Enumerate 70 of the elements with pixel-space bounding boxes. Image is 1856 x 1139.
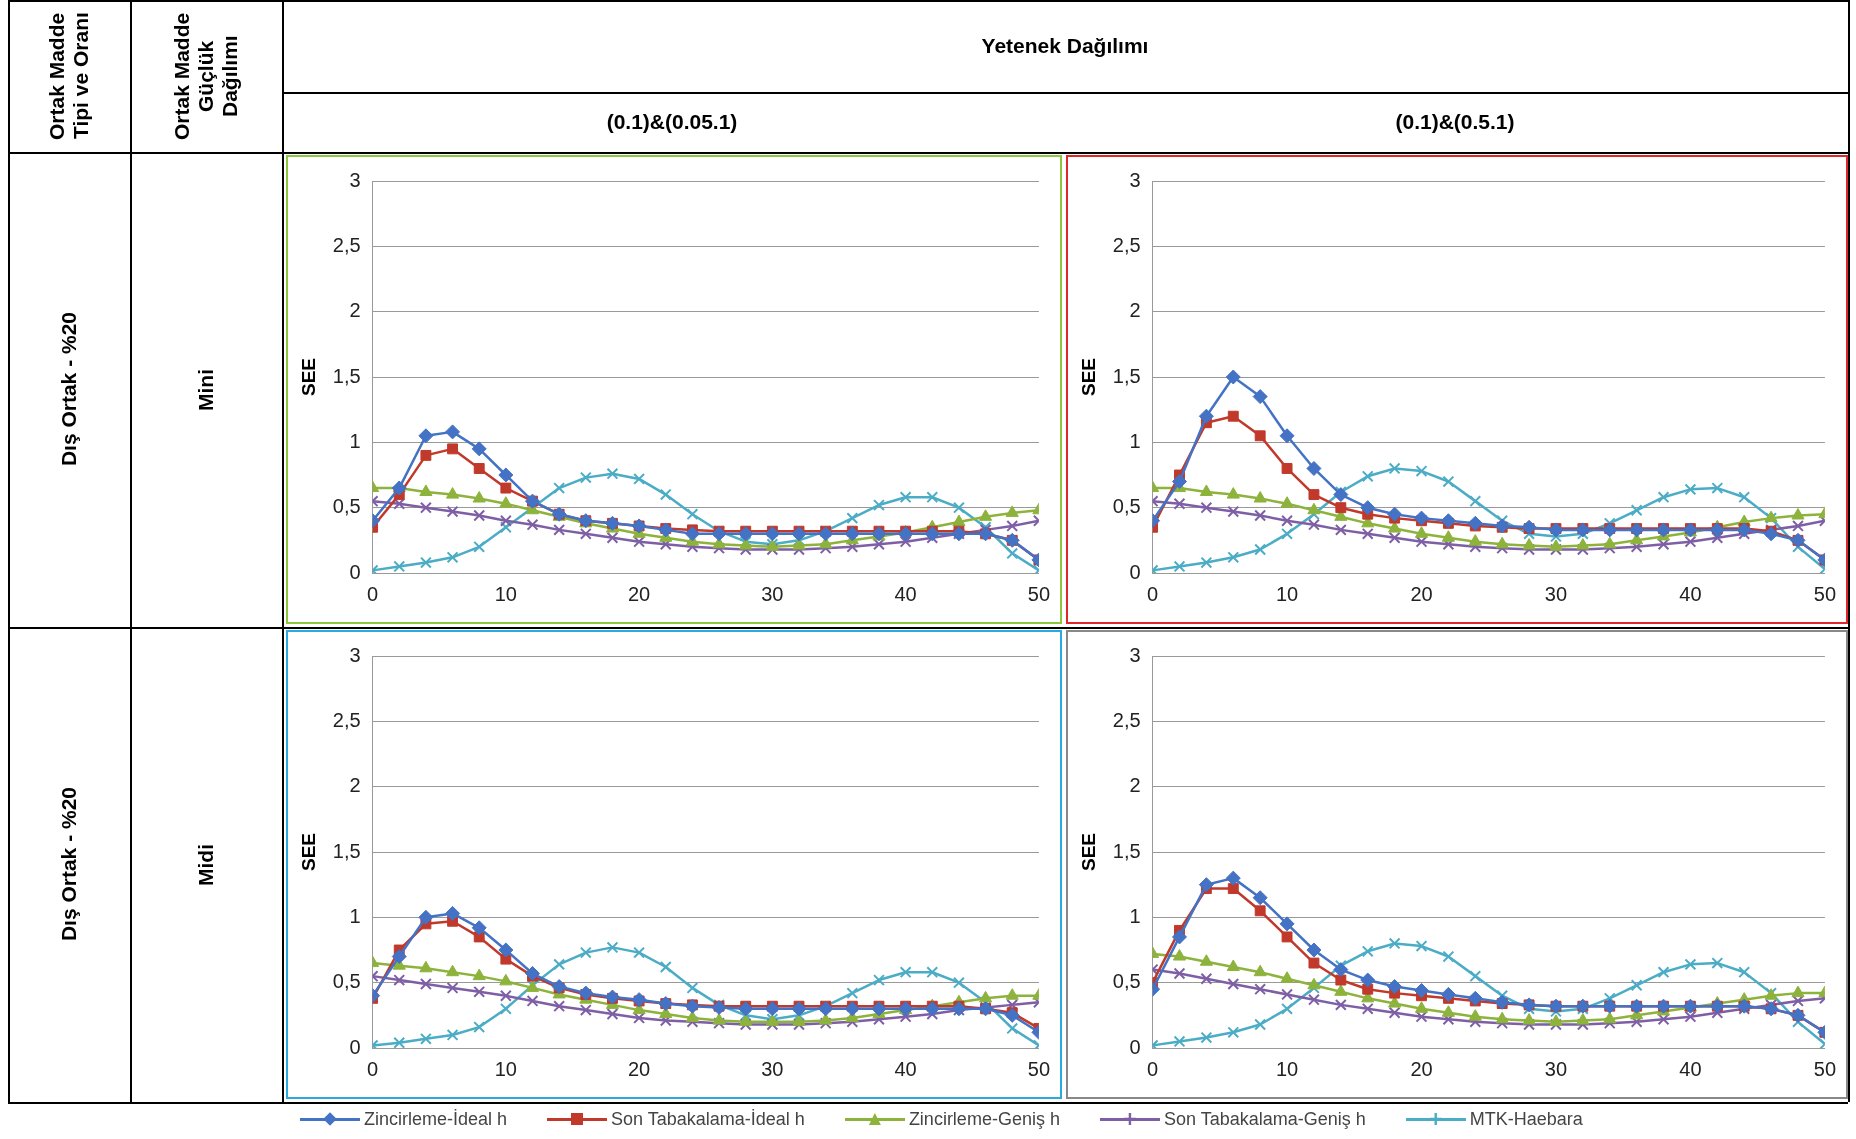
x-tick-label: 50 bbox=[1813, 582, 1836, 605]
y-tick-label: 0,5 bbox=[332, 970, 361, 993]
y-axis-title: SEE bbox=[297, 832, 319, 872]
y-tick-label: 2,5 bbox=[332, 708, 361, 731]
y-axis-title: SEE bbox=[1077, 832, 1099, 872]
y-tick-label: 1,5 bbox=[1112, 839, 1141, 862]
y-tick-label: 1 bbox=[1129, 904, 1141, 927]
y-tick-label: 3 bbox=[1129, 643, 1141, 666]
x-tick-label: 20 bbox=[627, 1057, 651, 1080]
text: Midi bbox=[194, 843, 218, 886]
text: Dış Ortak - %20 bbox=[57, 787, 81, 942]
y-tick-label: 1,5 bbox=[332, 839, 361, 862]
x-tick-label: 40 bbox=[1679, 582, 1702, 605]
y-tick-label: 2,5 bbox=[1112, 708, 1141, 731]
x-tick-label: 10 bbox=[494, 1057, 517, 1080]
y-tick-label: 1,5 bbox=[1112, 364, 1141, 387]
y-tick-label: 0 bbox=[349, 560, 361, 583]
x-tick-label: 20 bbox=[1410, 1057, 1433, 1080]
y-axis-title: SEE bbox=[297, 357, 319, 397]
legend-label: MTK-Haebara bbox=[1469, 1109, 1583, 1130]
legend-label: Son Tabakalama-Geniş h bbox=[1163, 1109, 1366, 1130]
y-tick-label: 0 bbox=[349, 1035, 361, 1058]
y-tick-label: 1 bbox=[349, 429, 361, 452]
x-tick-label: 50 bbox=[1813, 1057, 1836, 1080]
x-tick-label: 0 bbox=[1147, 582, 1159, 605]
chart-title: (0.1)&(0.5.1) bbox=[1395, 110, 1515, 134]
x-tick-label: 10 bbox=[1275, 1057, 1299, 1080]
text: Mini bbox=[194, 368, 218, 411]
x-tick-label: 0 bbox=[1147, 1057, 1159, 1080]
y-tick-label: 3 bbox=[1129, 168, 1141, 191]
y-tick-label: 0 bbox=[1129, 1035, 1141, 1058]
y-tick-label: 0,5 bbox=[1112, 970, 1141, 993]
x-tick-label: 0 bbox=[367, 1057, 379, 1080]
y-tick-label: 1,5 bbox=[332, 364, 361, 387]
y-tick-label: 3 bbox=[349, 643, 361, 666]
y-tick-label: 2,5 bbox=[1112, 233, 1141, 256]
x-tick-label: 20 bbox=[627, 582, 651, 605]
y-tick-label: 1 bbox=[1129, 429, 1141, 452]
x-tick-label: 20 bbox=[1410, 582, 1433, 605]
x-tick-label: 30 bbox=[761, 582, 784, 605]
x-tick-label: 30 bbox=[1544, 582, 1568, 605]
y-tick-label: 0,5 bbox=[332, 495, 361, 518]
x-tick-label: 50 bbox=[1027, 1057, 1050, 1080]
y-tick-label: 2 bbox=[349, 299, 361, 322]
text: Ortak Madde Güçlük Dağılımı bbox=[170, 11, 242, 142]
legend-label: Zincirleme-Geniş h bbox=[908, 1109, 1060, 1130]
y-tick-label: 0,5 bbox=[1112, 495, 1141, 518]
y-tick-label: 3 bbox=[349, 168, 361, 191]
y-tick-label: 2,5 bbox=[332, 233, 361, 256]
y-tick-label: 2 bbox=[1129, 774, 1141, 797]
text: Yetenek Dağılımı bbox=[981, 34, 1149, 58]
x-tick-label: 50 bbox=[1027, 582, 1050, 605]
text: Dış Ortak - %20 bbox=[57, 312, 81, 467]
y-axis-title: SEE bbox=[1077, 357, 1099, 397]
x-tick-label: 40 bbox=[1679, 1057, 1702, 1080]
y-tick-label: 1 bbox=[349, 904, 361, 927]
y-tick-label: 2 bbox=[1129, 299, 1141, 322]
text: Ortak Madde Tipi ve Oranı bbox=[45, 11, 93, 142]
y-tick-label: 0 bbox=[1129, 560, 1141, 583]
x-tick-label: 10 bbox=[1275, 582, 1299, 605]
chart-title: (0.1)&(0.05.1) bbox=[606, 110, 738, 134]
x-tick-label: 30 bbox=[1544, 1057, 1568, 1080]
x-tick-label: 40 bbox=[894, 1057, 917, 1080]
x-tick-label: 10 bbox=[494, 582, 517, 605]
x-tick-label: 40 bbox=[894, 582, 917, 605]
y-tick-label: 2 bbox=[349, 774, 361, 797]
legend-label: Son Tabakalama-İdeal h bbox=[611, 1109, 805, 1130]
legend-label: Zincirleme-İdeal h bbox=[364, 1109, 508, 1130]
x-tick-label: 30 bbox=[761, 1057, 784, 1080]
x-tick-label: 0 bbox=[367, 582, 379, 605]
